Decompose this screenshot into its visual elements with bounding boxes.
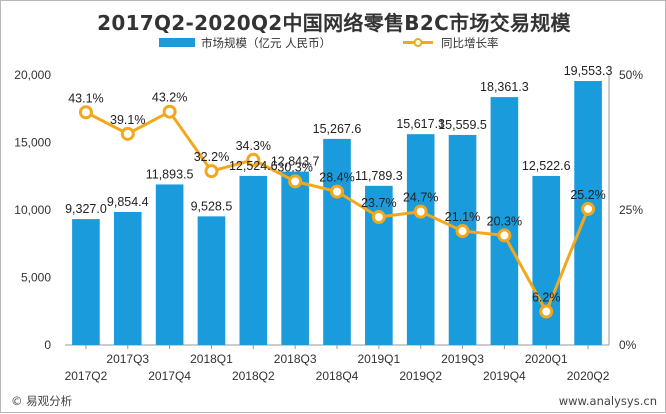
growth-point <box>413 204 428 219</box>
x-tick-label: 2020Q1 <box>525 352 568 366</box>
y-left-tick-label: 5,000 <box>21 271 51 285</box>
bar-value-label: 12,524.6 <box>229 159 278 173</box>
y-left-tick-label: 0 <box>44 338 51 352</box>
x-tick-label: 2018Q2 <box>232 369 275 383</box>
growth-point <box>162 104 177 119</box>
x-tick-label: 2017Q3 <box>106 352 149 366</box>
bar <box>239 175 268 345</box>
y-right-tick-label: 0% <box>619 338 637 352</box>
y-right-tick-label: 25% <box>619 203 643 217</box>
growth-value-label: 28.4% <box>319 171 354 185</box>
y-left-tick-label: 20,000 <box>14 68 51 82</box>
growth-point <box>246 152 261 167</box>
bar <box>281 171 309 345</box>
bar <box>197 216 226 345</box>
growth-point <box>455 224 470 239</box>
x-tick-label: 2019Q4 <box>483 369 526 383</box>
bar <box>490 97 519 345</box>
y-left-tick-label: 15,000 <box>14 136 51 150</box>
x-tick-label: 2017Q2 <box>65 369 108 383</box>
x-tick-label: 2019Q1 <box>357 352 400 366</box>
bar <box>113 211 142 345</box>
bar-value-label: 9,327.0 <box>65 202 107 216</box>
growth-value-label: 43.1% <box>68 91 103 105</box>
x-tick-label: 2018Q3 <box>274 352 317 366</box>
x-tick-label: 2017Q4 <box>148 369 191 383</box>
growth-value-label: 34.3% <box>236 139 271 153</box>
legend: 市场规模（亿元 人民币） 同比增长率 <box>159 36 499 50</box>
growth-point <box>539 304 554 319</box>
growth-point <box>581 201 596 216</box>
bar-value-label: 11,789.3 <box>355 169 403 183</box>
growth-value-label: 25.2% <box>570 188 605 202</box>
bar-value-label: 15,267.6 <box>313 122 362 136</box>
bar <box>72 219 100 345</box>
growth-value-label: 43.2% <box>152 91 187 105</box>
x-tick-label: 2019Q3 <box>441 352 484 366</box>
bar-value-label: 11,893.5 <box>146 167 194 181</box>
footer-url: www.analysys.cn <box>559 394 657 408</box>
growth-line <box>78 104 596 319</box>
footer: © 易观分析 www.analysys.cn <box>11 394 657 408</box>
chart-title: 2017Q2-2020Q2中国网络零售B2C市场交易规模 <box>97 11 571 35</box>
legend-label-line: 同比增长率 <box>441 36 499 50</box>
bar-value-label: 15,559.5 <box>438 118 487 132</box>
growth-point <box>120 126 135 141</box>
bar <box>155 184 184 345</box>
axes: 0 5,000 10,000 15,000 20,000 0% 25% 50% 2017Q2 20… <box>14 68 643 383</box>
bar-value-label: 9,854.4 <box>107 195 149 209</box>
bar-value-label: 15,617.3 <box>396 117 445 131</box>
growth-value-label: 39.1% <box>110 113 145 127</box>
growth-value-label: 30.3% <box>277 160 312 174</box>
growth-point <box>497 228 512 243</box>
legend-swatch-bar <box>159 38 195 47</box>
growth-value-label: 23.7% <box>361 196 396 210</box>
growth-value-label: 21.1% <box>445 210 480 224</box>
bar-value-label: 18,361.3 <box>480 80 529 94</box>
x-tick-label: 2020Q2 <box>567 369 610 383</box>
bar <box>532 175 561 345</box>
bar-value-label: 9,528.5 <box>191 199 233 213</box>
x-tick-label: 2018Q1 <box>190 352 233 366</box>
growth-point <box>371 210 386 225</box>
bar <box>323 138 351 345</box>
growth-value-label: 24.7% <box>403 191 438 205</box>
y-right-tick-label: 50% <box>619 68 643 82</box>
growth-point <box>288 174 303 189</box>
legend-swatch-marker <box>413 38 423 47</box>
y-left-tick-label: 10,000 <box>14 203 51 217</box>
footer-source: © 易观分析 <box>11 394 72 408</box>
bar <box>406 134 435 345</box>
growth-point <box>78 105 93 120</box>
bar-value-label: 12,843.7 <box>271 155 320 169</box>
bars <box>72 81 602 345</box>
x-tick-label: 2019Q2 <box>399 369 442 383</box>
growth-point <box>330 184 344 199</box>
bar <box>448 134 477 345</box>
growth-value-label: 20.3% <box>487 214 522 228</box>
x-tick-label: 2018Q4 <box>316 369 359 383</box>
data-labels: 9,327.09,854.411,893.59,528.512,524.612,… <box>65 64 612 304</box>
growth-value-label: 32.2% <box>194 150 229 164</box>
bar-value-label: 12,522.6 <box>522 159 571 173</box>
legend-label-bar: 市场规模（亿元 人民币） <box>201 36 331 50</box>
bar-value-label: 19,553.3 <box>564 64 613 78</box>
growth-value-label: 6.2% <box>532 291 561 305</box>
growth-point <box>204 164 219 179</box>
